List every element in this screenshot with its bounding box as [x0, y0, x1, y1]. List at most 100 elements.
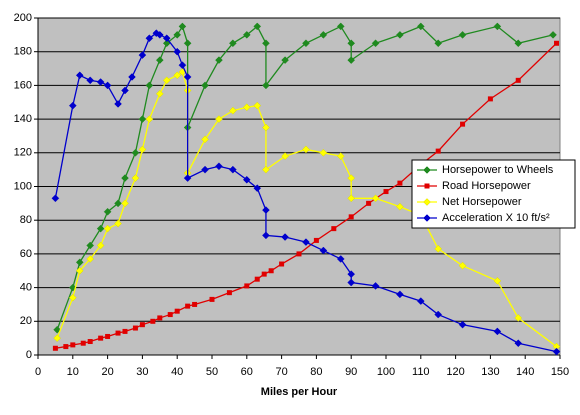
x-tick-label: 10: [67, 366, 79, 378]
marker: [434, 244, 443, 253]
y-tick-label: 20: [20, 315, 32, 327]
y-tick-label: 80: [20, 214, 32, 226]
x-tick-label: 150: [551, 366, 569, 378]
marker: [68, 101, 77, 110]
y-tick-label: 200: [14, 12, 32, 24]
marker: [155, 89, 164, 98]
marker: [458, 261, 467, 270]
legend-label: Horsepower to Wheels: [442, 164, 554, 176]
x-tick-label: 110: [412, 366, 430, 378]
marker: [262, 39, 270, 48]
marker: [201, 135, 209, 144]
y-tick-label: 40: [20, 282, 32, 294]
marker: [114, 219, 122, 228]
marker: [162, 34, 171, 43]
marker: [183, 39, 192, 48]
marker: [70, 342, 76, 348]
marker: [173, 30, 182, 39]
marker: [435, 148, 441, 154]
marker: [114, 100, 122, 108]
legend-box: [411, 159, 576, 229]
marker: [396, 290, 404, 299]
marker: [145, 115, 154, 123]
marker: [145, 81, 154, 90]
marker: [493, 327, 502, 336]
marker: [173, 47, 182, 56]
marker: [296, 251, 302, 257]
marker: [53, 334, 61, 343]
marker: [183, 73, 192, 81]
marker: [138, 115, 147, 123]
marker: [105, 333, 111, 339]
marker: [183, 174, 192, 182]
marker: [185, 303, 191, 309]
marker: [458, 30, 467, 39]
marker: [242, 175, 251, 184]
marker: [281, 233, 289, 241]
marker: [173, 71, 182, 80]
marker: [336, 152, 345, 161]
y-tick-label: 120: [14, 147, 32, 159]
x-tick-label: 140: [516, 366, 534, 378]
marker: [167, 312, 173, 318]
marker: [371, 282, 380, 290]
marker: [493, 277, 502, 285]
marker: [139, 322, 145, 328]
marker: [302, 238, 310, 246]
marker: [201, 81, 209, 90]
marker: [253, 101, 262, 110]
marker: [347, 278, 356, 287]
marker: [215, 115, 223, 123]
y-tick-label: 60: [20, 248, 32, 260]
marker: [262, 206, 270, 214]
x-tick-label: 50: [206, 366, 218, 378]
marker: [229, 165, 237, 174]
marker: [131, 148, 140, 157]
marker: [121, 174, 129, 182]
marker: [174, 308, 180, 314]
marker: [242, 103, 251, 112]
x-axis-label: Miles per Hour: [261, 386, 338, 398]
marker: [262, 123, 270, 132]
marker: [103, 81, 112, 90]
marker: [347, 194, 356, 203]
marker: [103, 224, 112, 233]
marker: [347, 56, 356, 64]
marker: [336, 22, 345, 31]
marker: [68, 293, 77, 302]
marker: [319, 148, 328, 157]
marker: [493, 22, 502, 31]
legend-marker: [423, 214, 431, 222]
marker: [215, 162, 223, 171]
marker: [215, 56, 223, 64]
marker: [63, 344, 69, 350]
series-line: [56, 24, 554, 330]
marker: [178, 22, 187, 31]
x-tick-label: 0: [35, 366, 41, 378]
marker: [229, 106, 237, 115]
marker: [145, 34, 154, 43]
marker: [261, 271, 267, 277]
marker: [86, 76, 95, 85]
marker: [281, 56, 289, 64]
series-line: [56, 70, 557, 348]
y-tick-label: 100: [14, 180, 32, 192]
legend-marker: [424, 183, 430, 189]
marker: [53, 325, 61, 334]
marker: [192, 301, 198, 307]
marker: [52, 345, 58, 351]
marker: [103, 207, 112, 216]
marker: [115, 330, 121, 336]
y-tick-label: 180: [14, 46, 32, 58]
marker: [319, 30, 328, 39]
y-tick-label: 160: [14, 79, 32, 91]
marker: [178, 61, 187, 70]
marker: [458, 320, 467, 329]
marker: [75, 266, 84, 275]
marker: [262, 165, 270, 174]
marker: [75, 258, 84, 267]
marker: [302, 145, 310, 154]
marker: [96, 241, 105, 250]
marker: [150, 318, 156, 324]
